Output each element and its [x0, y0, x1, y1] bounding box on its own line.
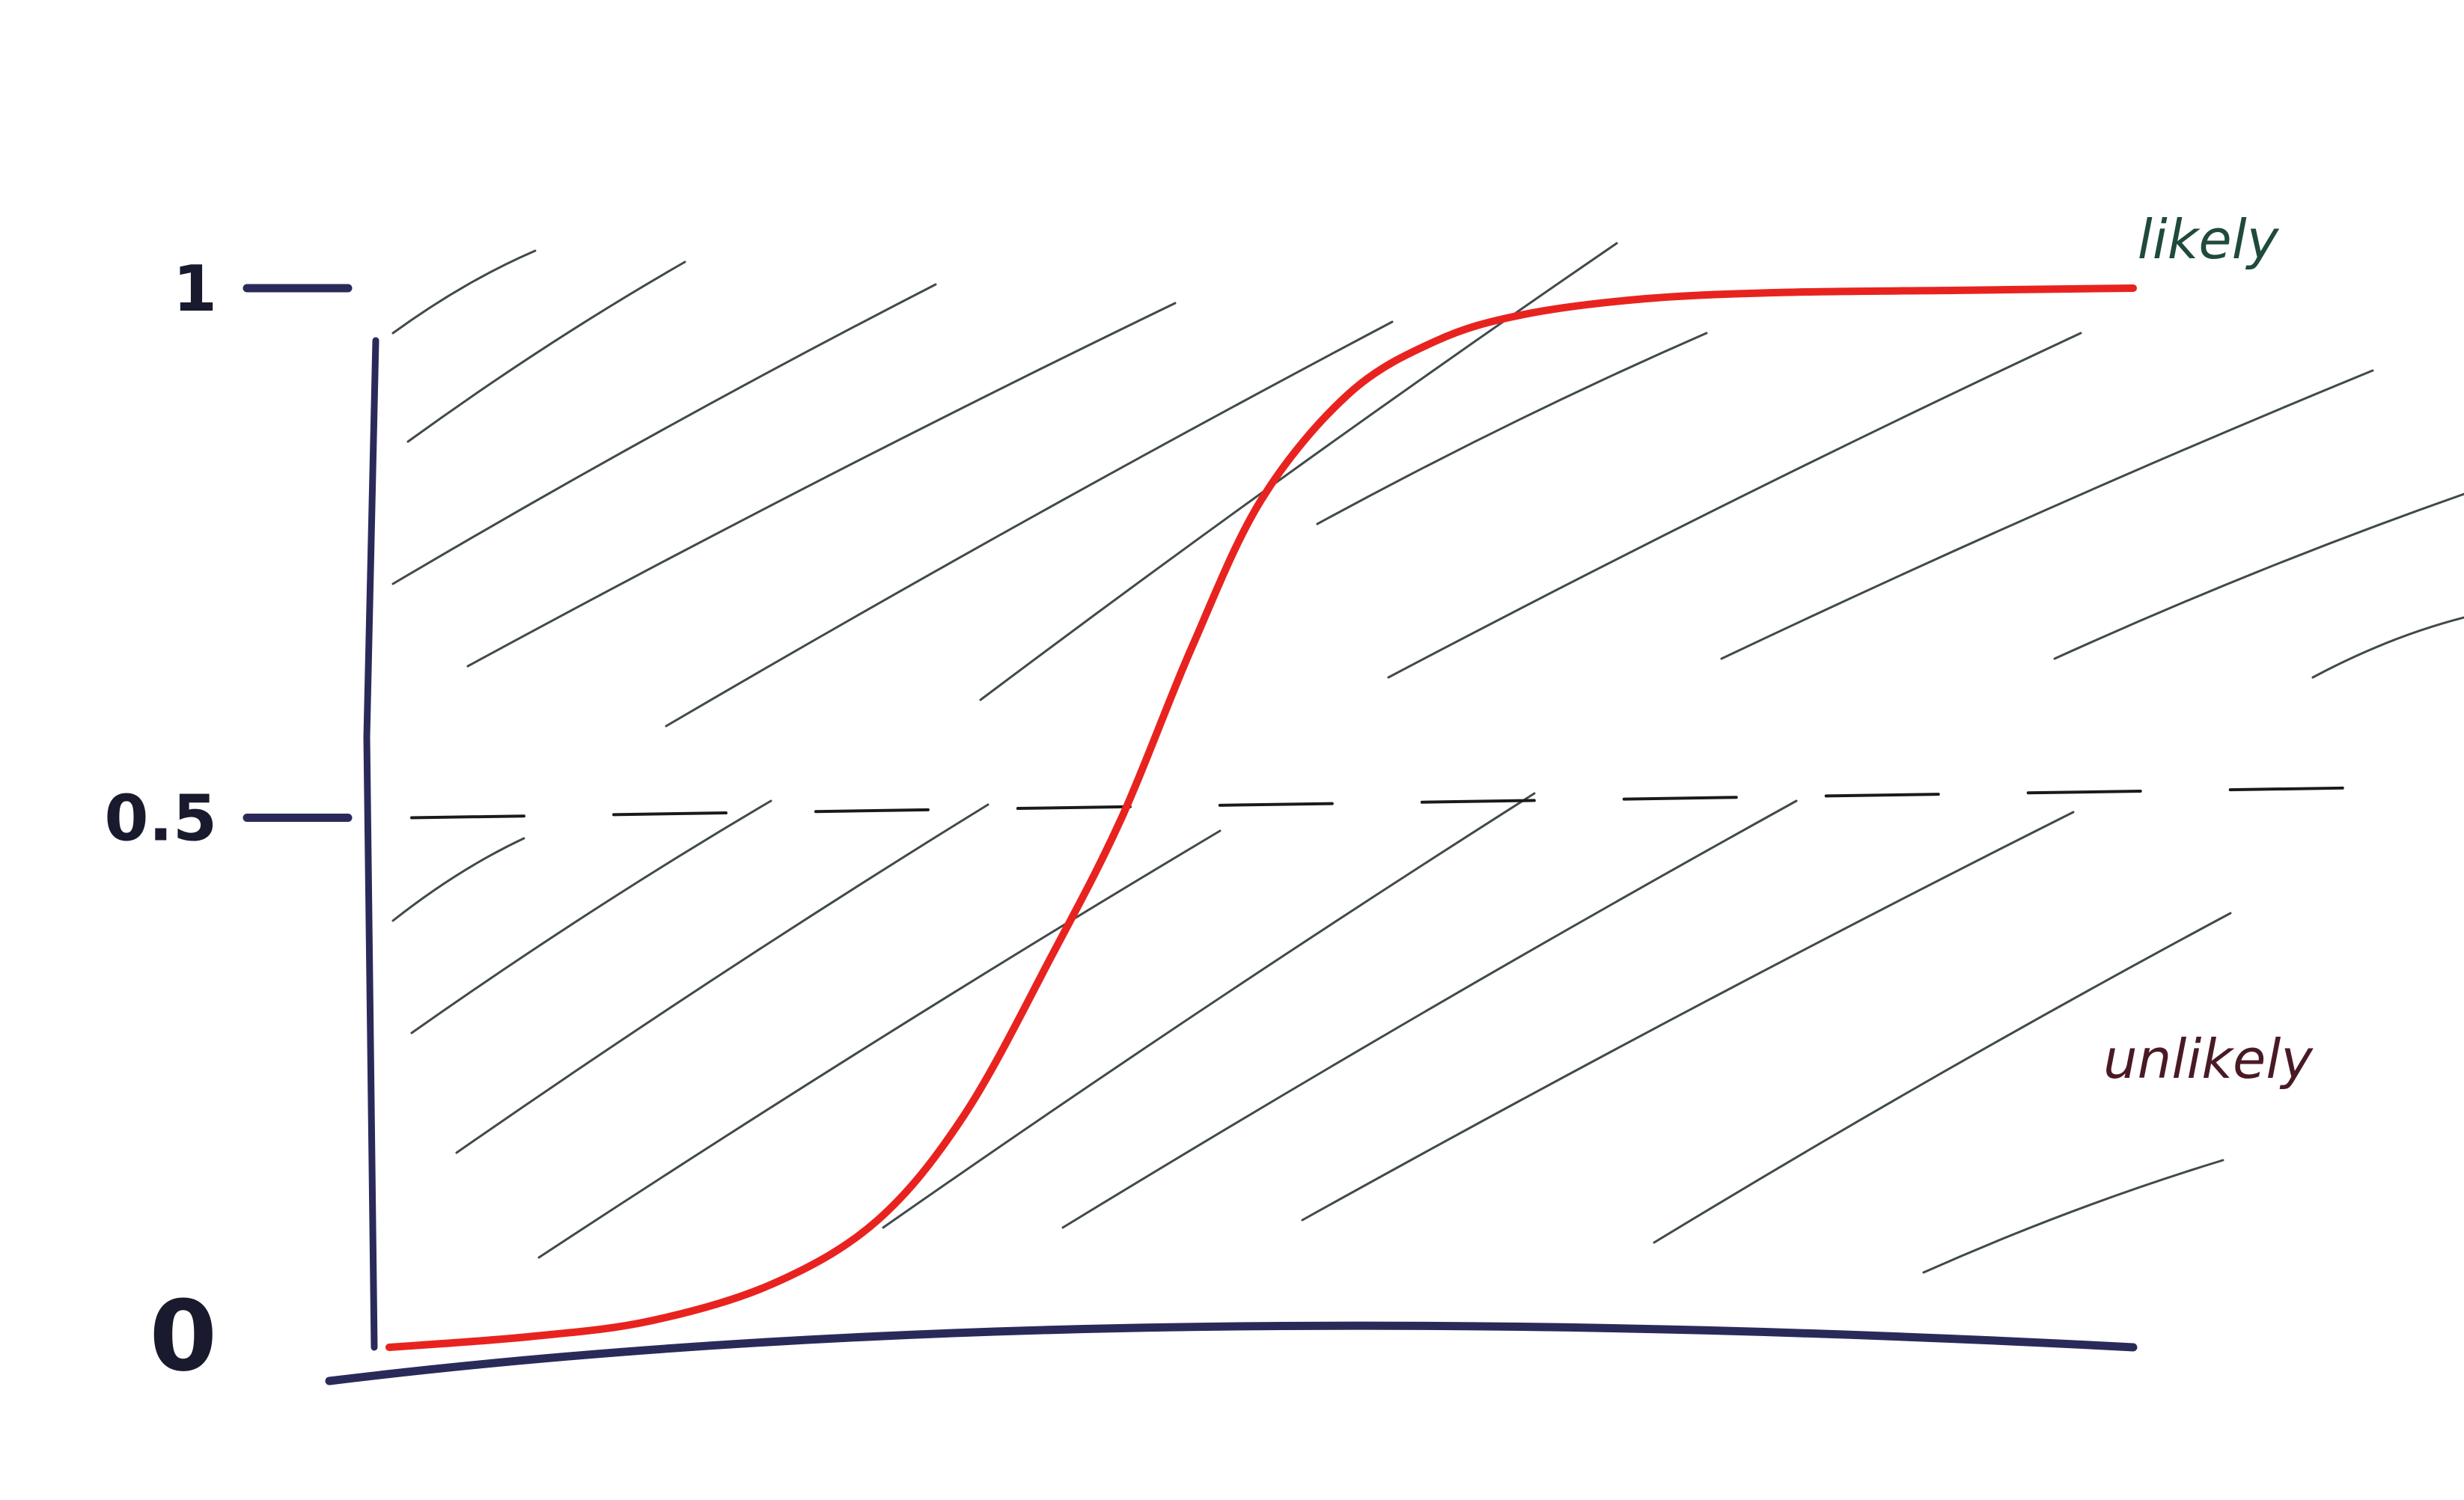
region-label-unlikely: unlikely — [2103, 1028, 2314, 1091]
hatch-stroke — [1061, 799, 1798, 1229]
hatch-stroke — [1316, 332, 1708, 525]
hatch-stroke — [882, 792, 1536, 1229]
threshold-line — [410, 786, 2359, 820]
axes — [243, 284, 2138, 1385]
hatch-stroke — [1922, 1159, 2224, 1274]
hatch-stroke — [2053, 493, 2464, 660]
y-tick-label: 1 — [173, 252, 217, 326]
region-label-likely: likely — [2138, 208, 2280, 271]
hatch-stroke — [466, 302, 1177, 668]
labels: 0 0.5 1 likely unlikely — [104, 208, 2314, 1393]
hatch-stroke — [979, 242, 1618, 701]
hatch-stroke — [455, 803, 989, 1154]
y-tick-label: 0.5 — [104, 782, 217, 856]
hatch-stroke — [537, 829, 1222, 1259]
hatch-stroke — [1720, 369, 2374, 660]
hatch-stroke — [391, 837, 525, 922]
hatch-lines — [391, 242, 2464, 1274]
hatch-stroke — [410, 799, 772, 1034]
x-axis-line — [325, 1321, 2138, 1385]
y-tick-label: 0 — [150, 1279, 217, 1393]
hatch-stroke — [665, 320, 1394, 728]
hatch-stroke — [391, 283, 937, 585]
series-line — [385, 284, 2137, 1351]
hatch-stroke — [1301, 811, 2075, 1222]
hatch-stroke — [391, 249, 537, 335]
hatch-stroke — [1387, 332, 2082, 679]
series-layer — [385, 284, 2137, 1351]
hatch-stroke — [406, 260, 686, 443]
hatch-stroke — [2311, 616, 2464, 679]
hatch-stroke — [1653, 912, 2232, 1244]
threshold-dash — [410, 786, 2359, 820]
y-axis-line — [363, 337, 379, 1351]
